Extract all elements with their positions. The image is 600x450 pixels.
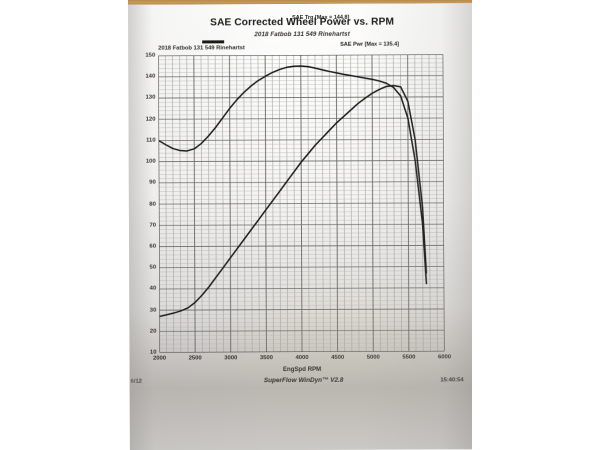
y-tick-label: 70 [149,222,156,229]
x-tick-label: 4000 [295,354,309,362]
x-tick-label: 3000 [224,355,238,362]
footer-time: 15:40:54 [440,377,464,384]
power-curve-annotation: SAE Pwr [Max = 135.4] [340,41,400,48]
y-tick-label: 150 [145,52,156,59]
y-tick-label: 80 [149,201,156,208]
x-tick-label: 6000 [437,354,452,361]
x-tick-label: 4500 [331,354,345,361]
legend-label: 2018 Fatbob 131 549 Rinehartst [158,45,245,52]
printed-chart-sheet: SAE Corrected Wheel Power vs. RPM 2018 F… [128,3,478,450]
torque-curve-annotation: SAE Trq [Max = 144.8] [292,14,350,22]
y-tick-label: 110 [146,137,156,144]
x-tick-label: 2500 [188,355,202,362]
y-tick-label: 90 [149,179,156,186]
chart-footer: 6/12 SuperFlow WinDyn™ V2.8 15:40:54 [130,375,478,391]
x-axis-label: EngSpd RPM [282,365,322,374]
plot-svg [158,54,445,353]
y-tick-label: 120 [145,116,156,123]
x-tick-label: 5500 [402,354,416,361]
y-tick-label: 140 [145,73,156,80]
letterbox-right [472,0,600,450]
footer-software-name: SuperFlow WinDyn™ V2.8 [263,376,344,385]
y-tick-label: 50 [149,264,157,271]
x-tick-label: 2000 [152,355,167,362]
chart-subtitle: 2018 Fatbob 131 549 Rinehartst [254,30,350,39]
y-tick-label: 100 [145,158,156,165]
y-tick-label: 130 [145,95,156,102]
y-tick-label: 20 [149,328,157,335]
y-tick-label: 30 [149,307,157,314]
plot-area: 150 140 130 120 110 100 90 80 70 60 50 40 30 20 10 200… [145,53,451,362]
y-tick-label: 60 [149,243,157,250]
wooden-surface-strip [128,0,472,6]
legend-line-swatch [202,40,225,44]
dyno-chart: SAE Corrected Wheel Power vs. RPM 2018 F… [128,3,478,397]
letterbox-left [0,0,128,450]
x-tick-label: 5000 [366,354,380,361]
x-tick-label: 3500 [259,355,273,362]
y-tick-label: 40 [149,285,157,293]
